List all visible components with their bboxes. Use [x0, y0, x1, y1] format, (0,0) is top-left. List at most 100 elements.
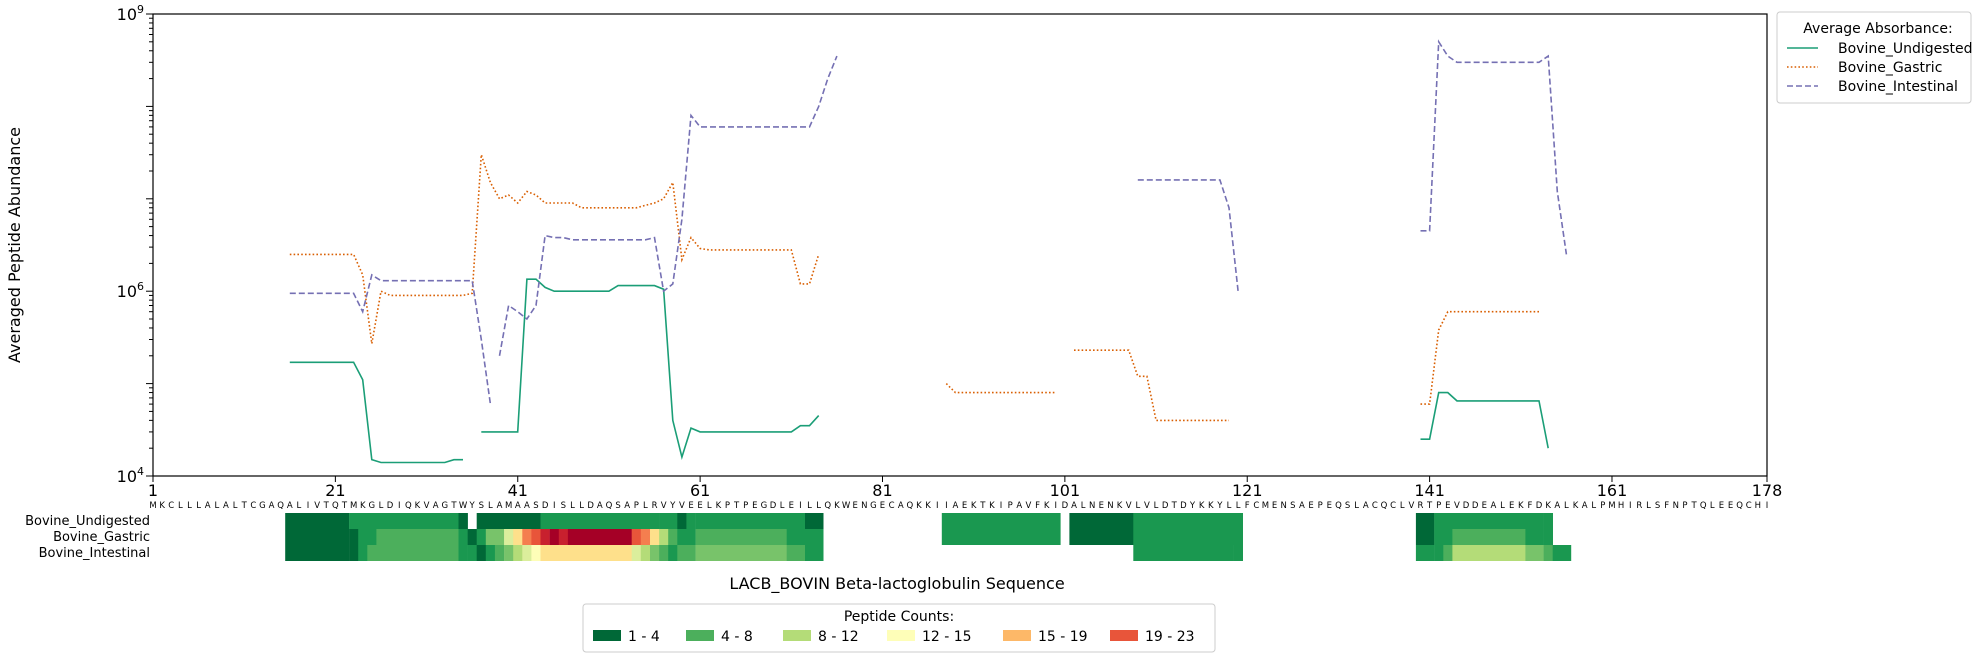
sequence-residue: T — [1426, 501, 1433, 511]
sequence-residue: K — [971, 501, 977, 511]
sequence-residue: V — [661, 501, 667, 511]
heatmap-cell — [631, 529, 642, 545]
sequence-residue: F — [1527, 501, 1532, 511]
sequence-residue: E — [789, 501, 794, 511]
heatmap-cell — [549, 529, 560, 545]
heatmap-row-label: Bovine_Intestinal — [39, 546, 150, 561]
x-ticks: 1 21 41 61 81 101 121 141 161 178 — [148, 476, 1782, 500]
x-tick-label: 178 — [1752, 481, 1783, 500]
sequence-residue: T — [733, 501, 740, 511]
legend-box — [1776, 11, 1972, 104]
heatmap-cell — [722, 529, 769, 545]
series-line-bovine-undigested-segment-1 — [289, 361, 463, 464]
sequence-residue: V — [1408, 501, 1414, 511]
heatmap-cell — [494, 529, 505, 545]
series-line-bovine-undigested-segment-3 — [1420, 391, 1549, 449]
heatmap-cell — [1534, 529, 1544, 545]
heatmap-cell — [631, 545, 642, 561]
sequence-residue: A — [287, 501, 293, 511]
heatmap-cell — [640, 513, 651, 529]
sequence-residue: I — [1629, 501, 1632, 511]
heatmap-cell — [367, 513, 377, 529]
sequence-residue: Q — [1335, 501, 1342, 511]
sequence-residue: G — [870, 501, 877, 511]
sequence-residue: Q — [824, 501, 831, 511]
sequence-residue: K — [1117, 501, 1123, 511]
series-layer — [289, 39, 1568, 464]
sequence-residue: C — [1390, 501, 1396, 511]
x-tick-label: 121 — [1232, 481, 1263, 500]
sequence-residue: K — [834, 501, 840, 511]
count-legend-box — [582, 603, 1216, 653]
sequence-residue: S — [533, 501, 538, 511]
sequence-residue: P — [725, 501, 730, 511]
heatmap-cell — [349, 513, 359, 529]
heatmap-cell — [1434, 545, 1444, 561]
sequence-residue: I — [1766, 501, 1769, 511]
heatmap-cell — [522, 529, 532, 545]
sequence-residue: N — [1107, 501, 1113, 511]
sequence-residue: A — [433, 501, 439, 511]
sequence-residue: K — [916, 501, 922, 511]
heatmap-cell — [1133, 513, 1243, 529]
sequence-residue: D — [1162, 501, 1169, 511]
heatmap-cell — [577, 513, 596, 529]
sequence-residue: K — [1044, 501, 1050, 511]
heatmap-cell — [1133, 545, 1234, 561]
heatmap-cell — [449, 513, 459, 529]
heatmap-cell — [540, 529, 550, 545]
heatmap-cell — [494, 545, 505, 561]
heatmap-cell — [1069, 529, 1134, 545]
sequence-residue: T — [450, 501, 457, 511]
heatmap-cell — [349, 545, 359, 561]
count-legend-swatch — [887, 630, 915, 641]
heatmap-cell — [768, 545, 787, 561]
sequence-residue: L — [643, 501, 648, 511]
heatmap-cell — [805, 529, 824, 545]
sequence-residue: R — [652, 501, 658, 511]
heatmap-cell — [513, 545, 523, 561]
heatmap-cell — [722, 545, 769, 561]
sequence-residue: S — [561, 501, 566, 511]
sequence-residue: M — [1262, 501, 1269, 511]
heatmap-cell — [631, 513, 642, 529]
heatmap-cell — [1434, 529, 1444, 545]
count-legend-label: 12 - 15 — [922, 629, 972, 645]
heatmap-cell — [1233, 545, 1243, 561]
sequence-residue: L — [1591, 501, 1596, 511]
sequence-residue: L — [297, 501, 302, 511]
sequence-residue: V — [1144, 501, 1150, 511]
sequence-residue: E — [1445, 501, 1450, 511]
sequence-residue: G — [369, 501, 376, 511]
sequence-residue: N — [1281, 501, 1287, 511]
sequence-residue: N — [1673, 501, 1679, 511]
sequence-residue: F — [1664, 501, 1669, 511]
sequence-residue: L — [1236, 501, 1241, 511]
count-legend-label: 1 - 4 — [628, 629, 660, 645]
sequence-residue: A — [1363, 501, 1369, 511]
sequence-residue: A — [624, 501, 630, 511]
heatmap-cell — [686, 529, 696, 545]
sequence-residue: M — [350, 501, 357, 511]
heatmap-cell — [1415, 545, 1435, 561]
heatmap-cell — [768, 513, 787, 529]
x-tick-label: 61 — [690, 481, 710, 500]
sequence-residue: L — [579, 501, 584, 511]
heatmap-cell — [650, 513, 660, 529]
heatmap-cell — [467, 545, 477, 561]
heatmap-cell — [668, 529, 678, 545]
heatmap-cell — [285, 545, 350, 561]
heatmap-cell — [1452, 545, 1526, 561]
heatmap-cell — [595, 513, 633, 529]
heatmap-cell — [567, 529, 632, 545]
sequence-residue: H — [1755, 501, 1761, 511]
sequence-residue: Q — [606, 501, 613, 511]
sequence-residue: R — [1418, 501, 1424, 511]
heatmap-cell — [659, 545, 669, 561]
sequence-residue: E — [1509, 501, 1514, 511]
sequence-residue: A — [898, 501, 904, 511]
heatmap-cell — [786, 545, 806, 561]
heatmap-cell — [476, 545, 487, 561]
sequence-residue: D — [1062, 501, 1069, 511]
sequence-residue: Q — [1736, 501, 1743, 511]
